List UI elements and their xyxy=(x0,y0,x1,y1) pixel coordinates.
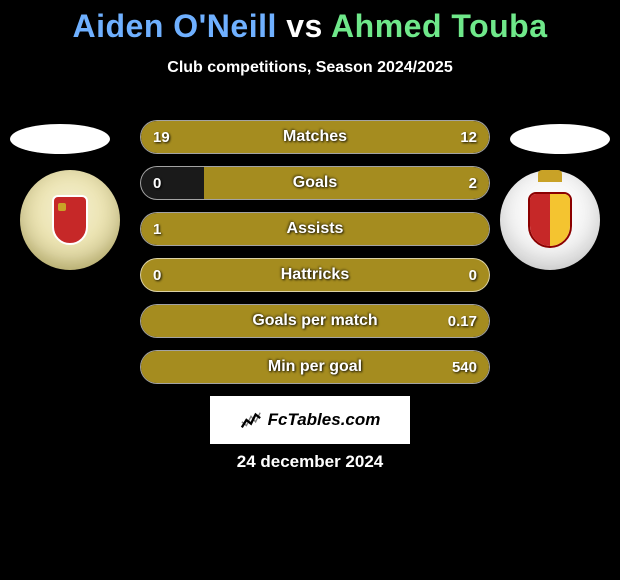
bar-fill-left xyxy=(141,121,353,153)
stat-row: 0.17Goals per match xyxy=(140,304,490,338)
stat-row: 0 0Hattricks xyxy=(140,258,490,292)
bar-fill-right xyxy=(141,305,489,337)
subtitle: Club competitions, Season 2024/2025 xyxy=(0,59,620,77)
stat-value-right: 0 xyxy=(469,259,477,291)
stat-row: 540Min per goal xyxy=(140,350,490,384)
watermark-text: FcTables.com xyxy=(268,410,381,430)
comparison-title: Aiden O'Neill vs Ahmed Touba xyxy=(0,0,620,45)
vs-text: vs xyxy=(286,8,323,44)
stat-value-right: 0.17 xyxy=(448,305,477,337)
date-stamp: 24 december 2024 xyxy=(0,452,620,472)
stats-bars-container: 1912Matches02Goals1Assists00Hattricks0.1… xyxy=(140,120,490,396)
bar-fill-left xyxy=(141,213,489,245)
chart-icon xyxy=(240,409,262,431)
team1-ellipse xyxy=(10,124,110,154)
team1-crest xyxy=(20,170,120,270)
stat-value-left: 0 xyxy=(153,259,161,291)
stat-row: 1912Matches xyxy=(140,120,490,154)
team2-crest xyxy=(500,170,600,270)
player1-name: Aiden O'Neill xyxy=(73,8,277,44)
stat-value-right: 2 xyxy=(469,167,477,199)
stat-label: Hattricks xyxy=(141,259,489,291)
stat-value-right: 12 xyxy=(460,121,477,153)
bar-fill-right xyxy=(141,351,489,383)
team2-crown-icon xyxy=(538,170,562,182)
stat-value-left: 0 xyxy=(153,167,161,199)
stat-value-left: 19 xyxy=(153,121,170,153)
watermark: FcTables.com xyxy=(210,396,410,444)
team2-shield-icon xyxy=(528,192,572,248)
bar-fill-right xyxy=(204,167,489,199)
player2-name: Ahmed Touba xyxy=(331,8,547,44)
stat-row: 1Assists xyxy=(140,212,490,246)
team1-shield-icon xyxy=(52,195,88,245)
team2-ellipse xyxy=(510,124,610,154)
stat-row: 02Goals xyxy=(140,166,490,200)
stat-value-right: 540 xyxy=(452,351,477,383)
stat-value-left: 1 xyxy=(153,213,161,245)
